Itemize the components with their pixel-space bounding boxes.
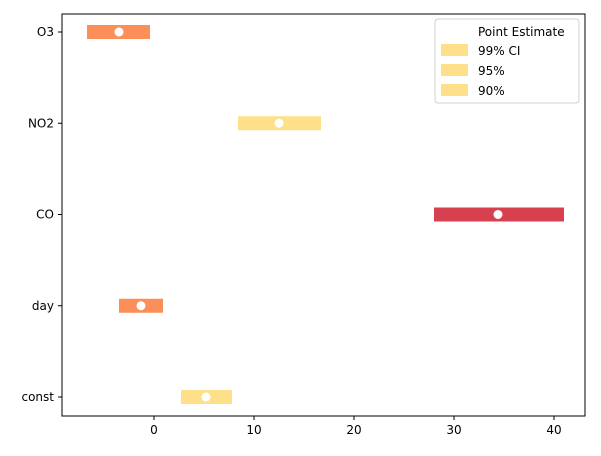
x-tick-label: 30 bbox=[446, 423, 461, 437]
point-estimate-const bbox=[201, 392, 211, 402]
legend-swatch-95 bbox=[441, 64, 468, 76]
legend-label-90: 90% bbox=[478, 84, 505, 98]
legend-label-point-estimate: Point Estimate bbox=[478, 25, 565, 39]
x-tick-label: 0 bbox=[150, 423, 158, 437]
y-tick-label: O3 bbox=[37, 25, 54, 39]
x-axis: 0 10 20 30 40 bbox=[150, 416, 562, 437]
legend-frame bbox=[434, 18, 580, 104]
point-estimate-day bbox=[136, 301, 146, 311]
legend-label-99ci: 99% CI bbox=[478, 44, 520, 58]
y-axis: O3 NO2 CO day const bbox=[21, 25, 62, 404]
x-tick-label: 10 bbox=[246, 423, 261, 437]
y-tick-label: NO2 bbox=[28, 116, 54, 130]
legend-swatch-99ci bbox=[441, 44, 468, 56]
legend-label-95: 95% bbox=[478, 64, 505, 78]
y-tick-label: const bbox=[21, 390, 54, 404]
point-estimate-co bbox=[493, 210, 503, 219]
legend: Point Estimate 99% CI 95% 90% bbox=[434, 18, 580, 104]
y-tick-label: day bbox=[32, 299, 54, 313]
point-estimate-no2 bbox=[274, 118, 284, 128]
x-tick-label: 40 bbox=[546, 423, 561, 437]
y-tick-label: CO bbox=[36, 208, 54, 222]
point-estimates bbox=[114, 27, 503, 402]
point-estimate-o3 bbox=[114, 27, 124, 37]
x-tick-label: 20 bbox=[346, 423, 361, 437]
legend-swatch-90 bbox=[441, 84, 468, 96]
